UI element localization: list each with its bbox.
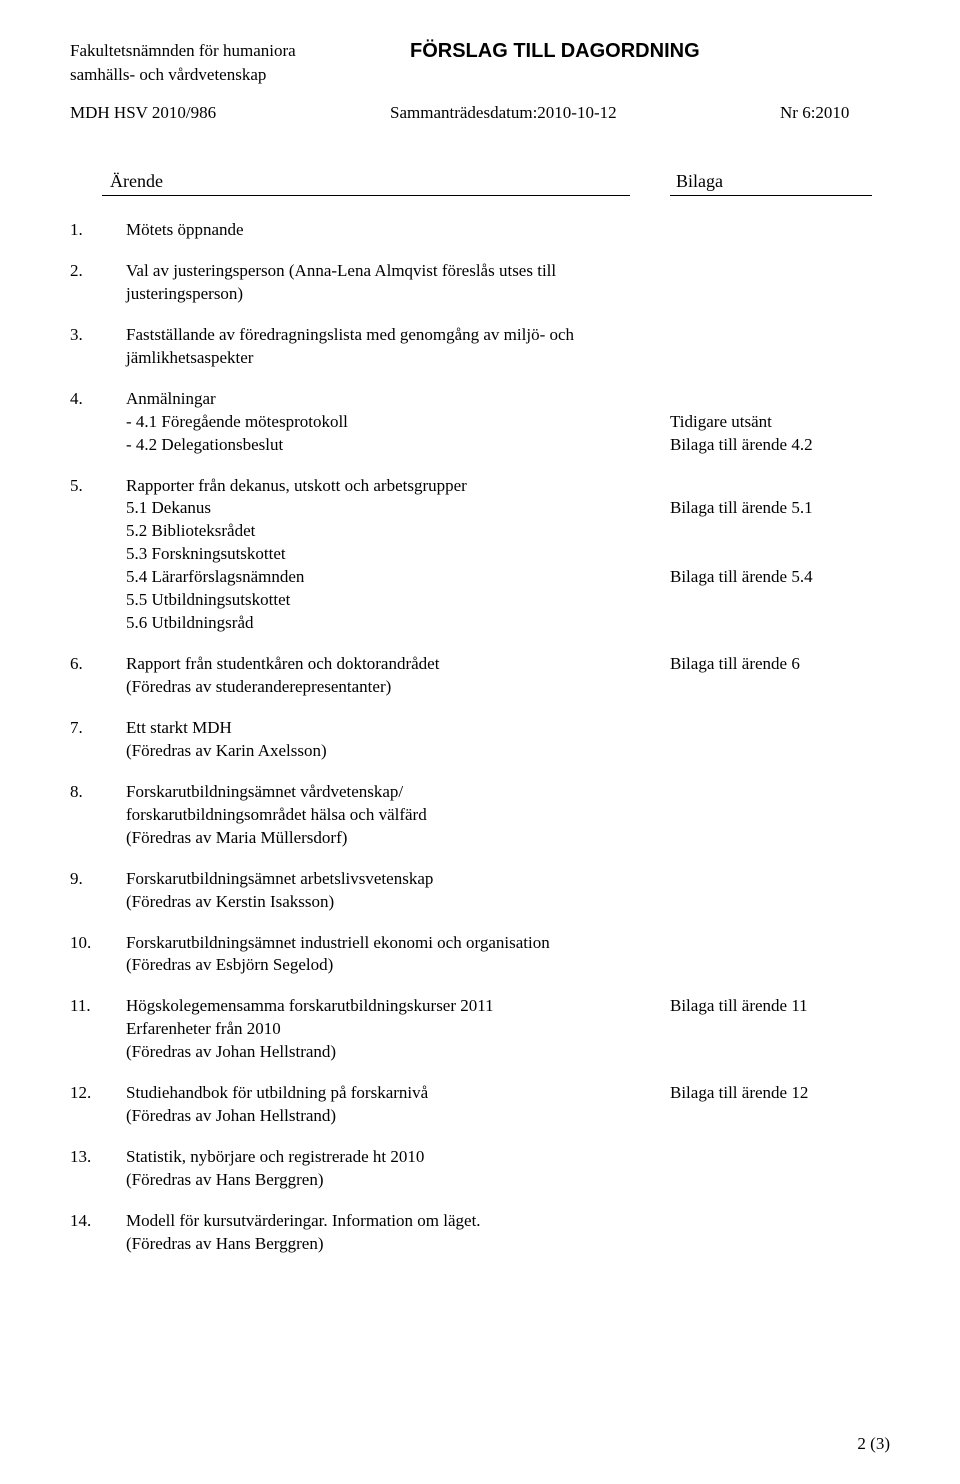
item-line: (Föredras av studeranderepresentanter) [126,676,666,699]
item-body: Statistik, nybörjare och registrerade ht… [126,1146,676,1192]
agenda-item: 9.Forskarutbildningsämnet arbetslivsvete… [70,868,890,914]
agenda-items: 1.Mötets öppnande2.Val av justeringspers… [70,219,890,1256]
bilaga-note: Bilaga till ärende 11 [670,995,808,1018]
item-number: 9. [70,868,126,891]
item-number: 14. [70,1210,126,1233]
item-line: jämlikhetsaspekter [126,347,666,370]
item-line: (Föredras av Kerstin Isaksson) [126,891,666,914]
agenda-item: 2.Val av justeringsperson (Anna-Lena Alm… [70,260,890,306]
agenda-item: 14.Modell för kursutvärderingar. Informa… [70,1210,890,1256]
page: Fakultetsnämnden för humaniora FÖRSLAG T… [0,0,960,1484]
item-line: Statistik, nybörjare och registrerade ht… [126,1146,666,1169]
item-body: Högskolegemensamma forskarutbildningskur… [126,995,676,1064]
item-line: (Föredras av Karin Axelsson) [126,740,666,763]
agenda-item: 5.Rapporter från dekanus, utskott och ar… [70,475,890,636]
bilaga-note: Bilaga till ärende 5.1 [670,497,813,520]
item-body: Forskarutbildningsämnet industriell ekon… [126,932,676,978]
item-body: Mötets öppnande [126,219,676,242]
item-body: Studiehandbok för utbildning på forskarn… [126,1082,676,1128]
item-line: Högskolegemensamma forskarutbildningskur… [126,995,666,1018]
page-title: FÖRSLAG TILL DAGORDNING [410,40,700,63]
item-line: - 4.1 Föregående mötesprotokoll [126,411,666,434]
item-line: Forskarutbildningsämnet vårdvetenskap/ [126,781,666,804]
item-body: Anmälningar- 4.1 Föregående mötesprotoko… [126,388,676,457]
item-line: Mötets öppnande [126,219,666,242]
header-top-row: Fakultetsnämnden för humaniora FÖRSLAG T… [70,40,890,63]
item-line: (Föredras av Johan Hellstrand) [126,1041,666,1064]
item-line: Rapport från studentkåren och doktorandr… [126,653,666,676]
item-body: Val av justeringsperson (Anna-Lena Almqv… [126,260,676,306]
item-number: 10. [70,932,126,955]
item-body: Fastställande av föredragningslista med … [126,324,676,370]
item-line: Forskarutbildningsämnet industriell ekon… [126,932,666,955]
item-line: Erfarenheter från 2010 [126,1018,666,1041]
bilaga-note: Bilaga till ärende 4.2 [670,434,813,457]
item-line: (Föredras av Hans Berggren) [126,1169,666,1192]
doc-reference: MDH HSV 2010/986 [70,103,390,123]
item-number: 12. [70,1082,126,1105]
agenda-item: 4.Anmälningar- 4.1 Föregående mötesproto… [70,388,890,457]
agenda-item: 13.Statistik, nybörjare och registrerade… [70,1146,890,1192]
item-number: 13. [70,1146,126,1169]
meta-row: MDH HSV 2010/986 Sammanträdesdatum:2010-… [70,103,890,123]
agenda-item: 1.Mötets öppnande [70,219,890,242]
item-line: 5.4 Lärarförslagsnämnden [126,566,666,589]
item-line: Anmälningar [126,388,666,411]
item-line: (Föredras av Esbjörn Segelod) [126,954,666,977]
item-line: Rapporter från dekanus, utskott och arbe… [126,475,666,498]
item-line: Fastställande av föredragningslista med … [126,324,666,347]
bilaga-note: Bilaga till ärende 12 [670,1082,808,1105]
item-number: 6. [70,653,126,676]
item-line: (Föredras av Maria Müllersdorf) [126,827,666,850]
item-body: Forskarutbildningsämnet vårdvetenskap/fo… [126,781,676,850]
item-body: Ett starkt MDH(Föredras av Karin Axelsso… [126,717,676,763]
agenda-item: 10.Forskarutbildningsämnet industriell e… [70,932,890,978]
item-number: 2. [70,260,126,283]
bilaga-note: Bilaga till ärende 5.4 [670,566,813,589]
item-number: 1. [70,219,126,242]
org-line-2: samhälls- och vårdvetenskap [70,65,890,85]
agenda-item: 7.Ett starkt MDH(Föredras av Karin Axels… [70,717,890,763]
item-line: 5.1 Dekanus [126,497,666,520]
agenda-item: 6.Rapport från studentkåren och doktoran… [70,653,890,699]
item-number: 8. [70,781,126,804]
column-header-row: Ärende Bilaga [70,171,890,199]
agenda-item: 12.Studiehandbok för utbildning på forsk… [70,1082,890,1128]
item-body: Modell för kursutvärderingar. Informatio… [126,1210,676,1256]
item-line: 5.3 Forskningsutskottet [126,543,666,566]
item-line: forskarutbildningsområdet hälsa och välf… [126,804,666,827]
bilaga-note: Bilaga till ärende 6 [670,653,800,676]
item-body: Rapport från studentkåren och doktorandr… [126,653,676,699]
agenda-item: 11.Högskolegemensamma forskarutbildnings… [70,995,890,1064]
page-number: 2 (3) [857,1434,890,1454]
agenda-item: 8.Forskarutbildningsämnet vårdvetenskap/… [70,781,890,850]
column-header-arende: Ärende [102,171,630,196]
item-line: 5.5 Utbildningsutskottet [126,589,666,612]
item-line: (Föredras av Johan Hellstrand) [126,1105,666,1128]
item-line: Forskarutbildningsämnet arbetslivsvetens… [126,868,666,891]
item-line: 5.6 Utbildningsråd [126,612,666,635]
bilaga-note: Tidigare utsänt [670,411,772,434]
item-line: justeringsperson) [126,283,666,306]
item-body: Forskarutbildningsämnet arbetslivsvetens… [126,868,676,914]
org-line-1: Fakultetsnämnden för humaniora [70,40,390,63]
item-line: 5.2 Biblioteksrådet [126,520,666,543]
item-number: 4. [70,388,126,411]
item-line: Studiehandbok för utbildning på forskarn… [126,1082,666,1105]
item-number: 7. [70,717,126,740]
doc-number: Nr 6:2010 [780,103,890,123]
item-line: Modell för kursutvärderingar. Informatio… [126,1210,666,1233]
agenda-item: 3.Fastställande av föredragningslista me… [70,324,890,370]
item-line: Ett starkt MDH [126,717,666,740]
item-number: 5. [70,475,126,498]
item-line: (Föredras av Hans Berggren) [126,1233,666,1256]
column-header-bilaga: Bilaga [670,171,872,196]
item-number: 11. [70,995,126,1018]
item-number: 3. [70,324,126,347]
item-body: Rapporter från dekanus, utskott och arbe… [126,475,676,636]
item-line: - 4.2 Delegationsbeslut [126,434,666,457]
item-line: Val av justeringsperson (Anna-Lena Almqv… [126,260,666,283]
doc-date: Sammanträdesdatum:2010-10-12 [390,103,780,123]
